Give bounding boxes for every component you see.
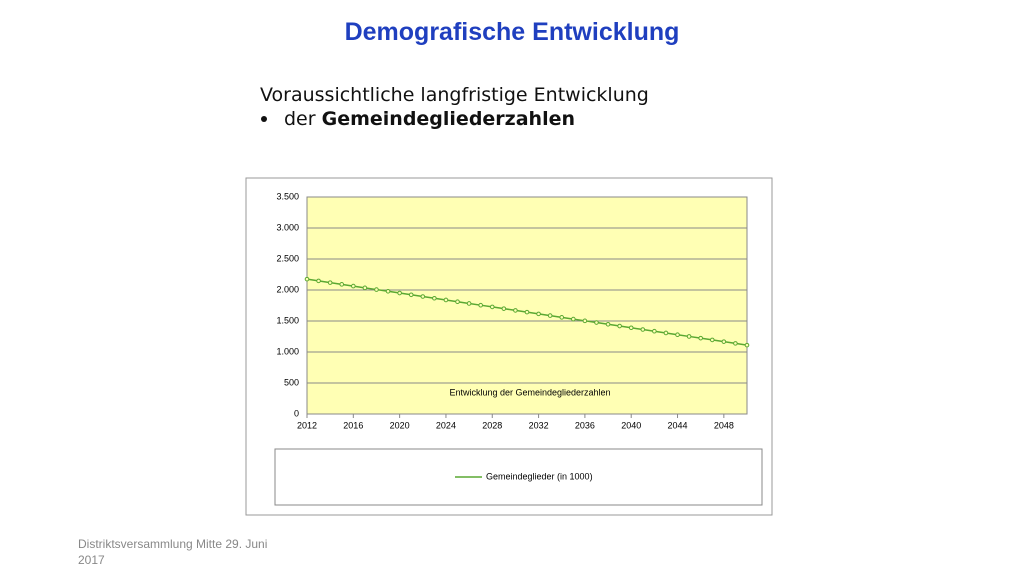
plot-area [306,196,748,415]
point [304,276,310,282]
point [478,302,483,308]
point [709,337,715,343]
point [524,309,530,315]
y-tick-label: 3.500 [276,191,299,201]
slide-title: Demografische Entwicklung [344,18,680,46]
x-tick-label: 2036 [575,420,595,430]
point [432,295,437,301]
point [397,290,402,296]
point [686,334,692,339]
x-tick-label: 2016 [343,420,363,430]
point [316,278,321,284]
x-tick-label: 2020 [390,420,410,430]
point [652,328,657,334]
annotation: Entwicklung der Gemeindegliederzahlen [449,387,610,397]
x-tick-label: 2040 [621,420,641,430]
footer: Distriktsversammlung Mitte 29. Juni 2017 [78,536,267,568]
point [339,282,345,287]
point [327,280,333,285]
legend-box [274,448,763,506]
point [721,339,727,344]
bullet [261,116,267,122]
bullet-text: der Gemeindegliederzahlen [284,108,575,130]
point [443,297,449,303]
point [501,306,507,311]
point [559,315,565,320]
point [489,304,495,310]
point [617,323,622,329]
point [594,320,599,325]
point [351,283,356,289]
x-tick-label: 2028 [482,420,502,430]
subtitle: Voraussichtliche langfristige Entwicklun… [260,84,649,106]
point [455,299,460,305]
point [744,342,750,348]
bullet-prefix: der [284,108,316,130]
point [663,330,669,336]
point [605,321,611,327]
point [374,287,379,292]
point [628,325,634,331]
bullet-bold: Gemeindegliederzahlen [321,108,576,130]
point [675,332,680,338]
point [733,341,738,346]
point [466,301,472,306]
footer-line: Distriktsversammlung Mitte 29. Juni [78,537,268,551]
x-tick-label: 2032 [529,420,549,430]
y-tick-label: 3.000 [276,222,299,232]
point [362,285,368,291]
x-tick-label: 2044 [668,420,688,430]
point [571,316,576,322]
footer-line: 2017 [78,553,105,567]
point [420,294,426,299]
point [385,289,391,294]
legend-label: Gemeindeglieder (in 1000) [486,471,593,481]
y-tick-label: 0 [294,408,299,418]
point [536,311,541,317]
point [698,335,703,341]
point [408,292,414,298]
x-tick-label: 2024 [436,420,456,430]
point [513,308,518,313]
y-tick-label: 1.000 [276,346,299,356]
point [547,313,553,318]
y-tick-label: 1.500 [276,315,299,325]
point [582,318,588,324]
y-tick-label: 2.500 [276,253,299,263]
y-tick-label: 2.000 [276,284,299,294]
x-tick-label: 2048 [714,420,734,430]
y-tick-label: 500 [284,377,299,387]
point [640,327,646,332]
x-tick-label: 2012 [297,420,317,430]
